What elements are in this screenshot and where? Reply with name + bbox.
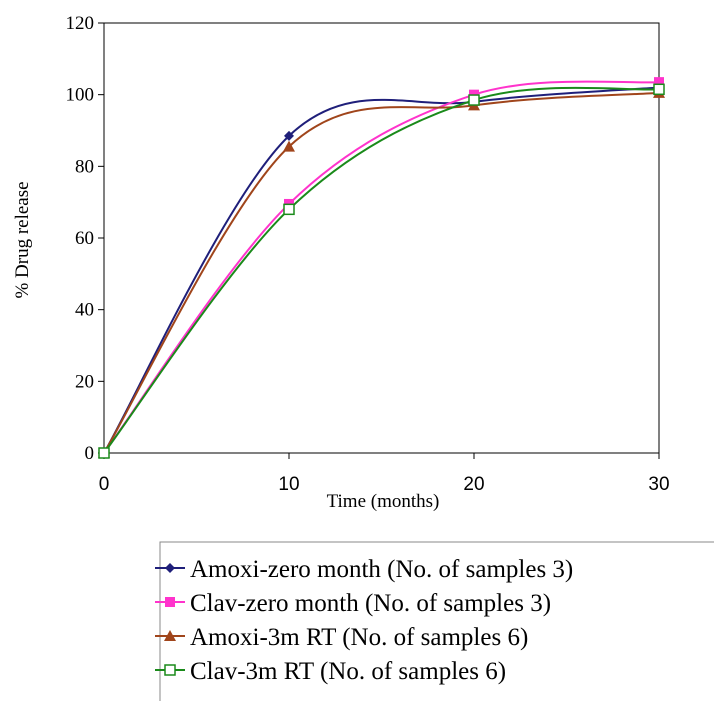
series-line [103,86,660,454]
legend-swatch-marker [165,597,175,607]
series-line [103,80,660,454]
legend-label: Amoxi-zero month (No. of samples 3) [190,556,573,583]
data-point [468,94,480,106]
data-point [283,203,295,216]
x-tick-label: 10 [278,474,299,495]
data-point [283,140,295,152]
series-layer [98,77,665,459]
y-tick-label: 60 [75,228,94,249]
x-tick-label: 0 [99,474,110,495]
legend-swatch-marker [164,630,176,641]
y-tick-label: 40 [75,300,94,321]
legend-swatch-marker [165,563,175,573]
y-tick-label: 20 [75,371,94,392]
legend-label: Clav-3m RT (No. of samples 6) [190,658,506,685]
data-point [654,77,664,88]
y-axis-label: % Drug release [12,181,33,298]
legend-item: Amoxi-3m RT (No. of samples 6) [155,624,528,651]
x-axis: 0 10 20 30 [99,453,670,495]
series-line [103,91,660,454]
x-axis-label: Time (months) [327,491,440,512]
series-line [103,86,660,454]
data-point [98,447,110,459]
legend-item: Amoxi-zero month (No. of samples 3) [155,556,573,583]
y-tick-label: 120 [66,13,95,34]
legend-item: Clav-zero month (No. of samples 3) [155,590,551,617]
plot-area [103,22,660,454]
x-tick-label: 20 [463,474,484,495]
y-tick-label: 80 [75,156,94,177]
y-tick-label: 0 [85,443,95,464]
y-tick-label: 100 [66,85,95,106]
series-3 [98,83,665,459]
legend-label: Clav-zero month (No. of samples 3) [190,590,551,617]
data-point [653,83,665,96]
y-axis: 0 20 40 60 80 100 120 [66,13,104,464]
legend-box [159,541,714,701]
legend-label: Amoxi-3m RT (No. of samples 6) [190,624,528,651]
legend: Amoxi-zero month (No. of samples 3) Clav-… [155,541,714,701]
legend-item: Clav-3m RT (No. of samples 6) [155,658,506,685]
legend-swatch-marker [164,664,176,676]
x-tick-label: 30 [648,474,669,495]
data-point [284,130,294,141]
